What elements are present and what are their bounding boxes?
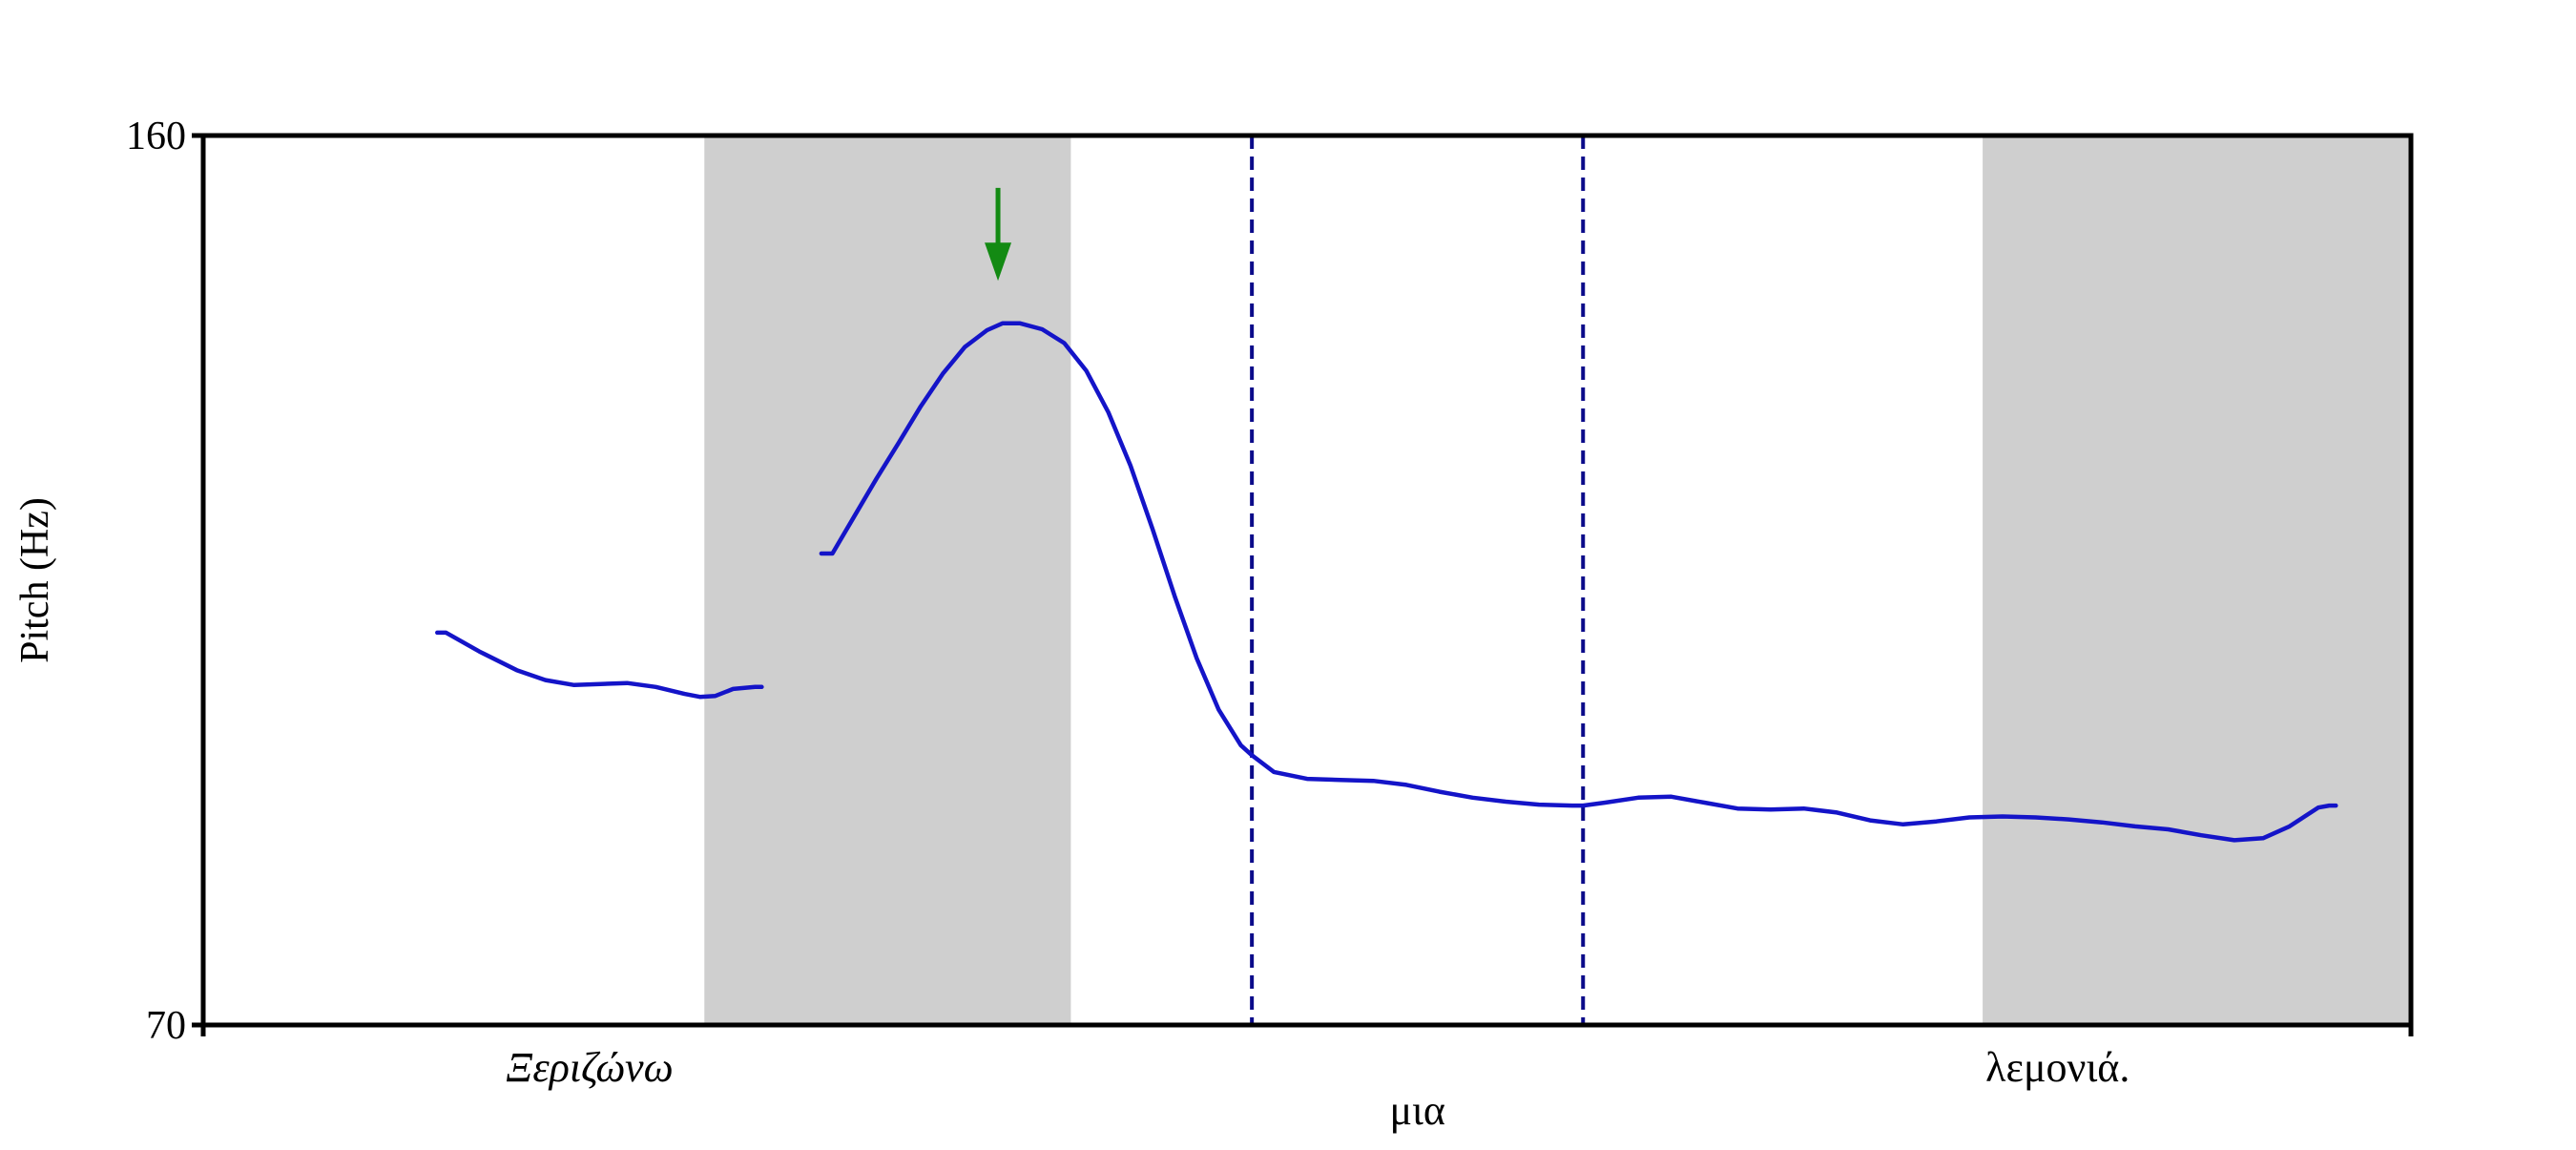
y-tick-label-2: 70 [146,1004,186,1048]
word-boundaries [1250,136,1586,1025]
pitch-segment-1 [435,630,764,700]
y-tick-label-1: 160 [126,115,186,158]
plot-frame [200,133,2414,1028]
chart-labels: 160 70 Pitch (Hz) Ξεριζώνω μια λεμονιά. [13,115,2129,1134]
shaded-region-1 [704,136,1071,1025]
accent-arrow [985,187,1012,282]
word-label-3: λεμονιά. [1985,1044,2129,1091]
shaded-regions [704,136,2411,1025]
accent-arrow-head [985,242,1012,282]
pitch-series [435,321,2338,843]
plot-axes [192,133,2414,1036]
word-label-2: μια [1389,1087,1444,1134]
word-label-1: Ξεριζώνω [506,1044,673,1091]
y-axis-label: Pitch (Hz) [13,497,57,663]
pitch-segment-2 [819,321,2338,843]
shaded-region-2 [1983,136,2411,1025]
